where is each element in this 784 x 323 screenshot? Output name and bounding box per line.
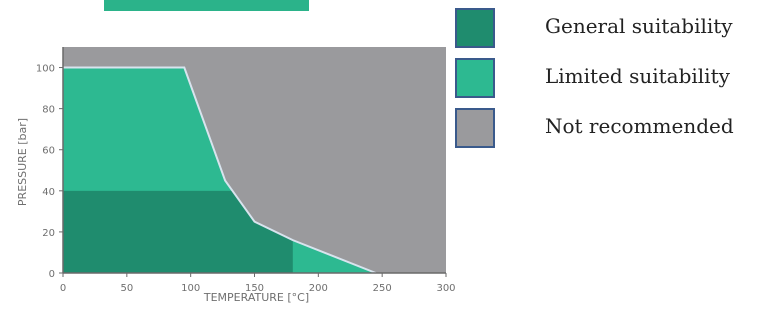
y-tick-label-80: 80 — [42, 105, 55, 116]
legend-label-general: General suitability — [545, 14, 733, 38]
x-axis-label: TEMPERATURE [°C] — [203, 291, 309, 304]
x-tick-label-250: 250 — [373, 283, 392, 294]
top-header-bar — [104, 0, 309, 11]
legend-label-not-recommended: Not recommended — [545, 114, 734, 138]
x-tick-label-50: 50 — [120, 283, 133, 294]
legend: General suitability Limited suitability … — [455, 8, 784, 148]
legend-swatch-not-recommended — [455, 108, 495, 148]
y-tick-label-20: 20 — [42, 228, 55, 239]
legend-label-limited: Limited suitability — [545, 64, 730, 88]
x-tick-label-100: 100 — [181, 283, 200, 294]
x-tick-label-0: 0 — [60, 283, 66, 294]
x-tick-label-200: 200 — [309, 283, 328, 294]
y-tick-label-100: 100 — [36, 64, 55, 75]
x-tick-label-300: 300 — [436, 283, 455, 294]
legend-item-limited: Limited suitability — [455, 58, 784, 100]
x-tick-label-150: 150 — [245, 283, 264, 294]
y-tick-label-0: 0 — [49, 269, 55, 280]
legend-swatch-general — [455, 8, 495, 48]
legend-item-general: General suitability — [455, 8, 784, 50]
y-tick-label-40: 40 — [42, 187, 55, 198]
upper-limit-boundary-line — [63, 66, 377, 274]
y-axis-label: PRESSURE [bar] — [16, 118, 29, 206]
legend-item-not-recommended: Not recommended — [455, 108, 784, 150]
legend-swatch-limited — [455, 58, 495, 98]
y-tick-label-60: 60 — [42, 146, 55, 157]
region-general-suitability — [63, 190, 293, 273]
